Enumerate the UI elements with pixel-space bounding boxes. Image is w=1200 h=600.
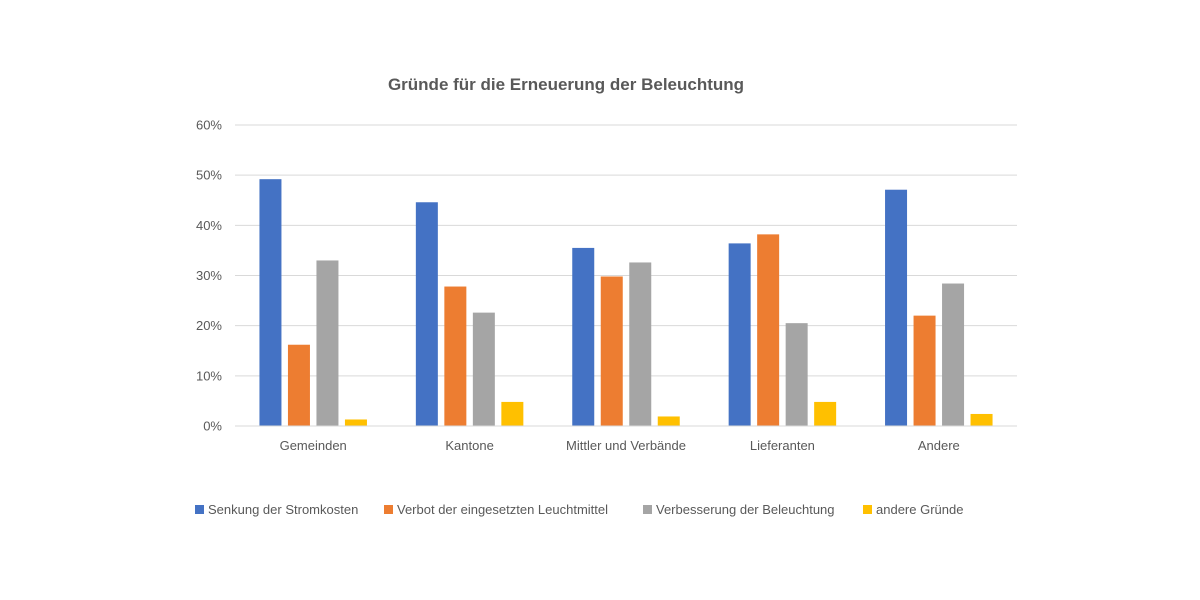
- legend-swatch: [863, 505, 872, 514]
- x-category-label: Lieferanten: [750, 438, 815, 453]
- bar-4-1: [913, 315, 936, 426]
- chart-title: Gründe für die Erneuerung der Beleuchtun…: [388, 75, 744, 94]
- bar-1-2: [472, 312, 495, 426]
- legend-swatch: [195, 505, 204, 514]
- bar-2-2: [629, 262, 652, 426]
- x-axis-categories: Gemeinden Kantone Mittler und Verbände Lief…: [280, 438, 960, 453]
- bar-0-3: [344, 419, 367, 426]
- legend-swatch: [643, 505, 652, 514]
- bar-1-1: [444, 286, 467, 426]
- bar-3-3: [814, 401, 837, 426]
- y-tick-label: 40%: [196, 218, 222, 233]
- bar-3-1: [757, 234, 780, 426]
- legend-label: Verbot der eingesetzten Leuchtmittel: [397, 502, 608, 517]
- y-tick-label: 20%: [196, 318, 222, 333]
- bar-0-2: [316, 260, 339, 426]
- bar-1-0: [415, 202, 438, 426]
- bar-2-1: [600, 276, 623, 426]
- legend-label: Verbesserung der Beleuchtung: [656, 502, 835, 517]
- bar-2-0: [572, 247, 595, 426]
- bar-3-0: [728, 243, 751, 426]
- y-axis-ticks: 0% 10% 20% 30% 40% 50% 60%: [196, 118, 222, 434]
- legend-label: Senkung der Stromkosten: [208, 502, 358, 517]
- bar-4-3: [970, 413, 993, 426]
- legend: Senkung der Stromkosten Verbot der einges…: [195, 502, 963, 517]
- bars: [259, 179, 993, 426]
- y-tick-label: 30%: [196, 268, 222, 283]
- legend-swatch: [384, 505, 393, 514]
- legend-label: andere Gründe: [876, 502, 963, 517]
- x-category-label: Gemeinden: [280, 438, 347, 453]
- bar-4-0: [885, 189, 908, 426]
- y-tick-label: 0%: [203, 419, 222, 434]
- bar-0-0: [259, 179, 282, 426]
- x-category-label: Andere: [918, 438, 960, 453]
- bar-3-2: [785, 323, 808, 426]
- x-category-label: Kantone: [445, 438, 493, 453]
- bar-4-2: [942, 283, 965, 426]
- bar-0-1: [287, 344, 310, 426]
- y-tick-label: 10%: [196, 368, 222, 383]
- y-tick-label: 60%: [196, 118, 222, 133]
- y-tick-label: 50%: [196, 168, 222, 183]
- x-category-label: Mittler und Verbände: [566, 438, 686, 453]
- bar-1-3: [501, 401, 524, 426]
- bar-2-3: [657, 416, 680, 426]
